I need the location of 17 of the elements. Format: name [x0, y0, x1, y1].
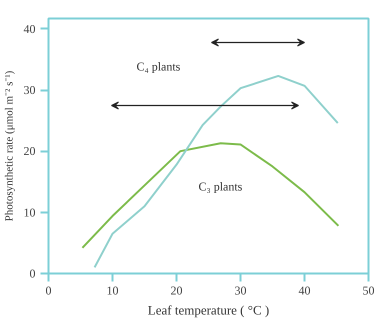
annotation: C₄ plants [136, 60, 181, 74]
annotation: C₃ plants [198, 180, 243, 194]
x-tick-label: 50 [362, 284, 374, 298]
y-tick-label: 30 [24, 83, 36, 98]
x-tick-label: 40 [298, 284, 310, 298]
x-tick-label: 20 [170, 284, 182, 298]
x-axis-title: Leaf temperature ( °C ) [148, 302, 270, 318]
y-axis-title: Photosynthetic rate (μmol m⁻² s⁻¹) [4, 70, 16, 222]
x-tick-label: 10 [106, 284, 118, 298]
y-tick-label: 20 [24, 144, 36, 158]
y-tick-label: 0 [30, 266, 36, 280]
line-series [94, 74, 339, 268]
x-tick-label: 30 [234, 284, 246, 298]
line-series [81, 142, 340, 249]
y-tick-label: 10 [24, 205, 36, 220]
y-tick-label: 40 [24, 22, 36, 36]
x-tick-label: 0 [46, 284, 52, 298]
